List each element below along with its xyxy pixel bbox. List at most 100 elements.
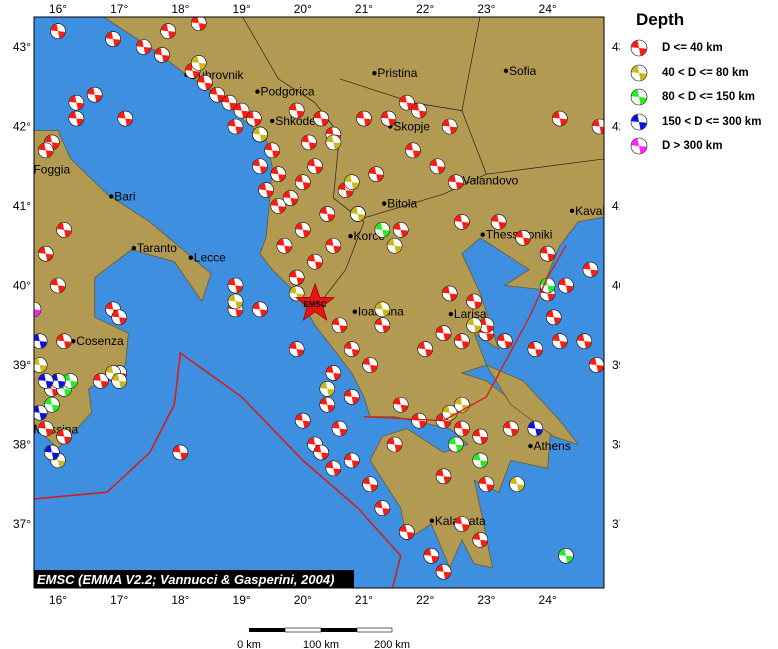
focal-mechanism-beachball[interactable] (331, 317, 348, 334)
focal-mechanism-beachball[interactable] (288, 102, 305, 119)
focal-mechanism-beachball[interactable] (558, 547, 574, 564)
focal-mechanism-beachball[interactable] (62, 373, 79, 389)
focal-mechanism-beachball[interactable] (325, 365, 342, 381)
focal-mechanism-beachball[interactable] (258, 182, 274, 198)
focal-mechanism-beachball[interactable] (515, 230, 531, 246)
city-athens[interactable]: Athens (528, 439, 571, 453)
focal-mechanism-beachball[interactable] (399, 94, 415, 111)
focal-mechanism-beachball[interactable] (325, 237, 342, 254)
city-shkoder[interactable]: Shkoder (270, 114, 320, 128)
focal-mechanism-beachball[interactable] (392, 222, 409, 238)
focal-mechanism-beachball[interactable] (386, 436, 403, 453)
city-pristina[interactable]: Pristina (372, 66, 418, 80)
focal-mechanism-beachball[interactable] (362, 476, 378, 493)
focal-mechanism-beachball[interactable] (252, 158, 268, 175)
focal-mechanism-beachball[interactable] (374, 500, 391, 516)
focal-mechanism-beachball[interactable] (294, 174, 311, 190)
focal-mechanism-beachball[interactable] (56, 222, 72, 238)
focal-mechanism-beachball[interactable] (539, 245, 556, 262)
focal-mechanism-beachball[interactable] (386, 237, 403, 254)
focal-mechanism-beachball[interactable] (503, 420, 519, 437)
focal-mechanism-beachball[interactable] (26, 301, 42, 318)
focal-mechanism-beachball[interactable] (399, 524, 415, 540)
focal-mechanism-beachball[interactable] (190, 16, 207, 31)
focal-mechanism-beachball[interactable] (527, 420, 544, 437)
focal-mechanism-beachball[interactable] (441, 285, 458, 302)
city-valandovo[interactable]: Valandovo (457, 174, 519, 188)
focal-mechanism-beachball[interactable] (44, 444, 60, 461)
focal-mechanism-beachball[interactable] (576, 333, 593, 349)
focal-mechanism-beachball[interactable] (135, 39, 152, 55)
focal-mechanism-beachball[interactable] (350, 206, 366, 222)
focal-mechanism-beachball[interactable] (558, 277, 574, 294)
focal-mechanism-beachball[interactable] (252, 301, 268, 318)
focal-mechanism-beachball[interactable] (405, 142, 421, 159)
focal-mechanism-beachball[interactable] (294, 222, 311, 238)
focal-mechanism-beachball[interactable] (111, 373, 127, 389)
focal-mechanism-beachball[interactable] (472, 428, 489, 445)
focal-mechanism-beachball[interactable] (582, 261, 599, 278)
focal-mechanism-beachball[interactable] (454, 333, 470, 349)
focal-mechanism-beachball[interactable] (209, 86, 225, 103)
focal-mechanism-beachball[interactable] (423, 547, 440, 564)
focal-mechanism-beachball[interactable] (111, 309, 127, 326)
focal-mechanism-beachball[interactable] (552, 110, 568, 127)
focal-mechanism-beachball[interactable] (288, 269, 305, 286)
focal-mechanism-beachball[interactable] (343, 174, 360, 190)
focal-mechanism-beachball[interactable] (37, 420, 54, 437)
city-cosenza[interactable]: Cosenza (71, 334, 124, 348)
focal-mechanism-beachball[interactable] (466, 293, 482, 310)
focal-mechanism-beachball[interactable] (252, 126, 268, 143)
focal-mechanism-beachball[interactable] (313, 444, 329, 461)
focal-mechanism-beachball[interactable] (496, 333, 513, 349)
focal-mechanism-beachball[interactable] (276, 237, 293, 254)
focal-mechanism-beachball[interactable] (44, 396, 60, 413)
focal-mechanism-beachball[interactable] (588, 357, 604, 373)
city-podgorica[interactable]: Podgorica (255, 85, 315, 99)
focal-mechanism-beachball[interactable] (117, 110, 134, 127)
focal-mechanism-beachball[interactable] (160, 23, 176, 39)
focal-mechanism-beachball[interactable] (68, 110, 85, 127)
focal-mechanism-beachball[interactable] (454, 516, 470, 532)
focal-mechanism-beachball[interactable] (270, 166, 287, 182)
focal-mechanism-beachball[interactable] (411, 412, 427, 429)
focal-mechanism-beachball[interactable] (509, 476, 525, 493)
focal-mechanism-beachball[interactable] (50, 373, 66, 389)
focal-mechanism-beachball[interactable] (233, 102, 250, 119)
legend-beachball[interactable] (630, 88, 648, 106)
legend-beachball[interactable] (630, 64, 648, 82)
focal-mechanism-beachball[interactable] (221, 94, 238, 111)
focal-mechanism-beachball[interactable] (319, 396, 336, 413)
focal-mechanism-beachball[interactable] (227, 277, 244, 294)
focal-mechanism-beachball[interactable] (56, 333, 72, 349)
focal-mechanism-beachball[interactable] (32, 357, 48, 373)
focal-mechanism-beachball[interactable] (552, 333, 568, 349)
focal-mechanism-beachball[interactable] (37, 373, 54, 389)
focal-mechanism-beachball[interactable] (417, 341, 434, 357)
city-sofia[interactable]: Sofia (503, 64, 537, 78)
city-lecce[interactable]: Lecce (188, 251, 227, 265)
focal-mechanism-beachball[interactable] (325, 460, 342, 477)
focal-mechanism-beachball[interactable] (362, 357, 378, 373)
focal-mechanism-beachball[interactable] (441, 404, 458, 421)
focal-mechanism-beachball[interactable] (246, 110, 262, 127)
focal-mechanism-beachball[interactable] (331, 420, 348, 437)
focal-mechanism-beachball[interactable] (343, 388, 360, 405)
focal-mechanism-beachball[interactable] (466, 317, 482, 334)
focal-mechanism-beachball[interactable] (441, 118, 458, 135)
focal-mechanism-beachball[interactable] (50, 277, 66, 294)
focal-mechanism-beachball[interactable] (190, 55, 207, 71)
focal-mechanism-beachball[interactable] (429, 158, 446, 175)
focal-mechanism-beachball[interactable] (454, 420, 470, 437)
focal-mechanism-beachball[interactable] (447, 174, 464, 190)
legend-beachball[interactable] (630, 113, 648, 131)
focal-mechanism-beachball[interactable] (294, 412, 311, 429)
focal-mechanism-beachball[interactable] (435, 563, 452, 580)
focal-mechanism-beachball[interactable] (56, 428, 72, 445)
focal-mechanism-beachball[interactable] (154, 47, 170, 63)
focal-mechanism-beachball[interactable] (490, 214, 507, 230)
focal-mechanism-beachball[interactable] (472, 532, 489, 548)
focal-mechanism-beachball[interactable] (227, 293, 244, 310)
focal-mechanism-beachball[interactable] (227, 118, 244, 135)
city-kavala[interactable]: Kavala (569, 204, 612, 218)
